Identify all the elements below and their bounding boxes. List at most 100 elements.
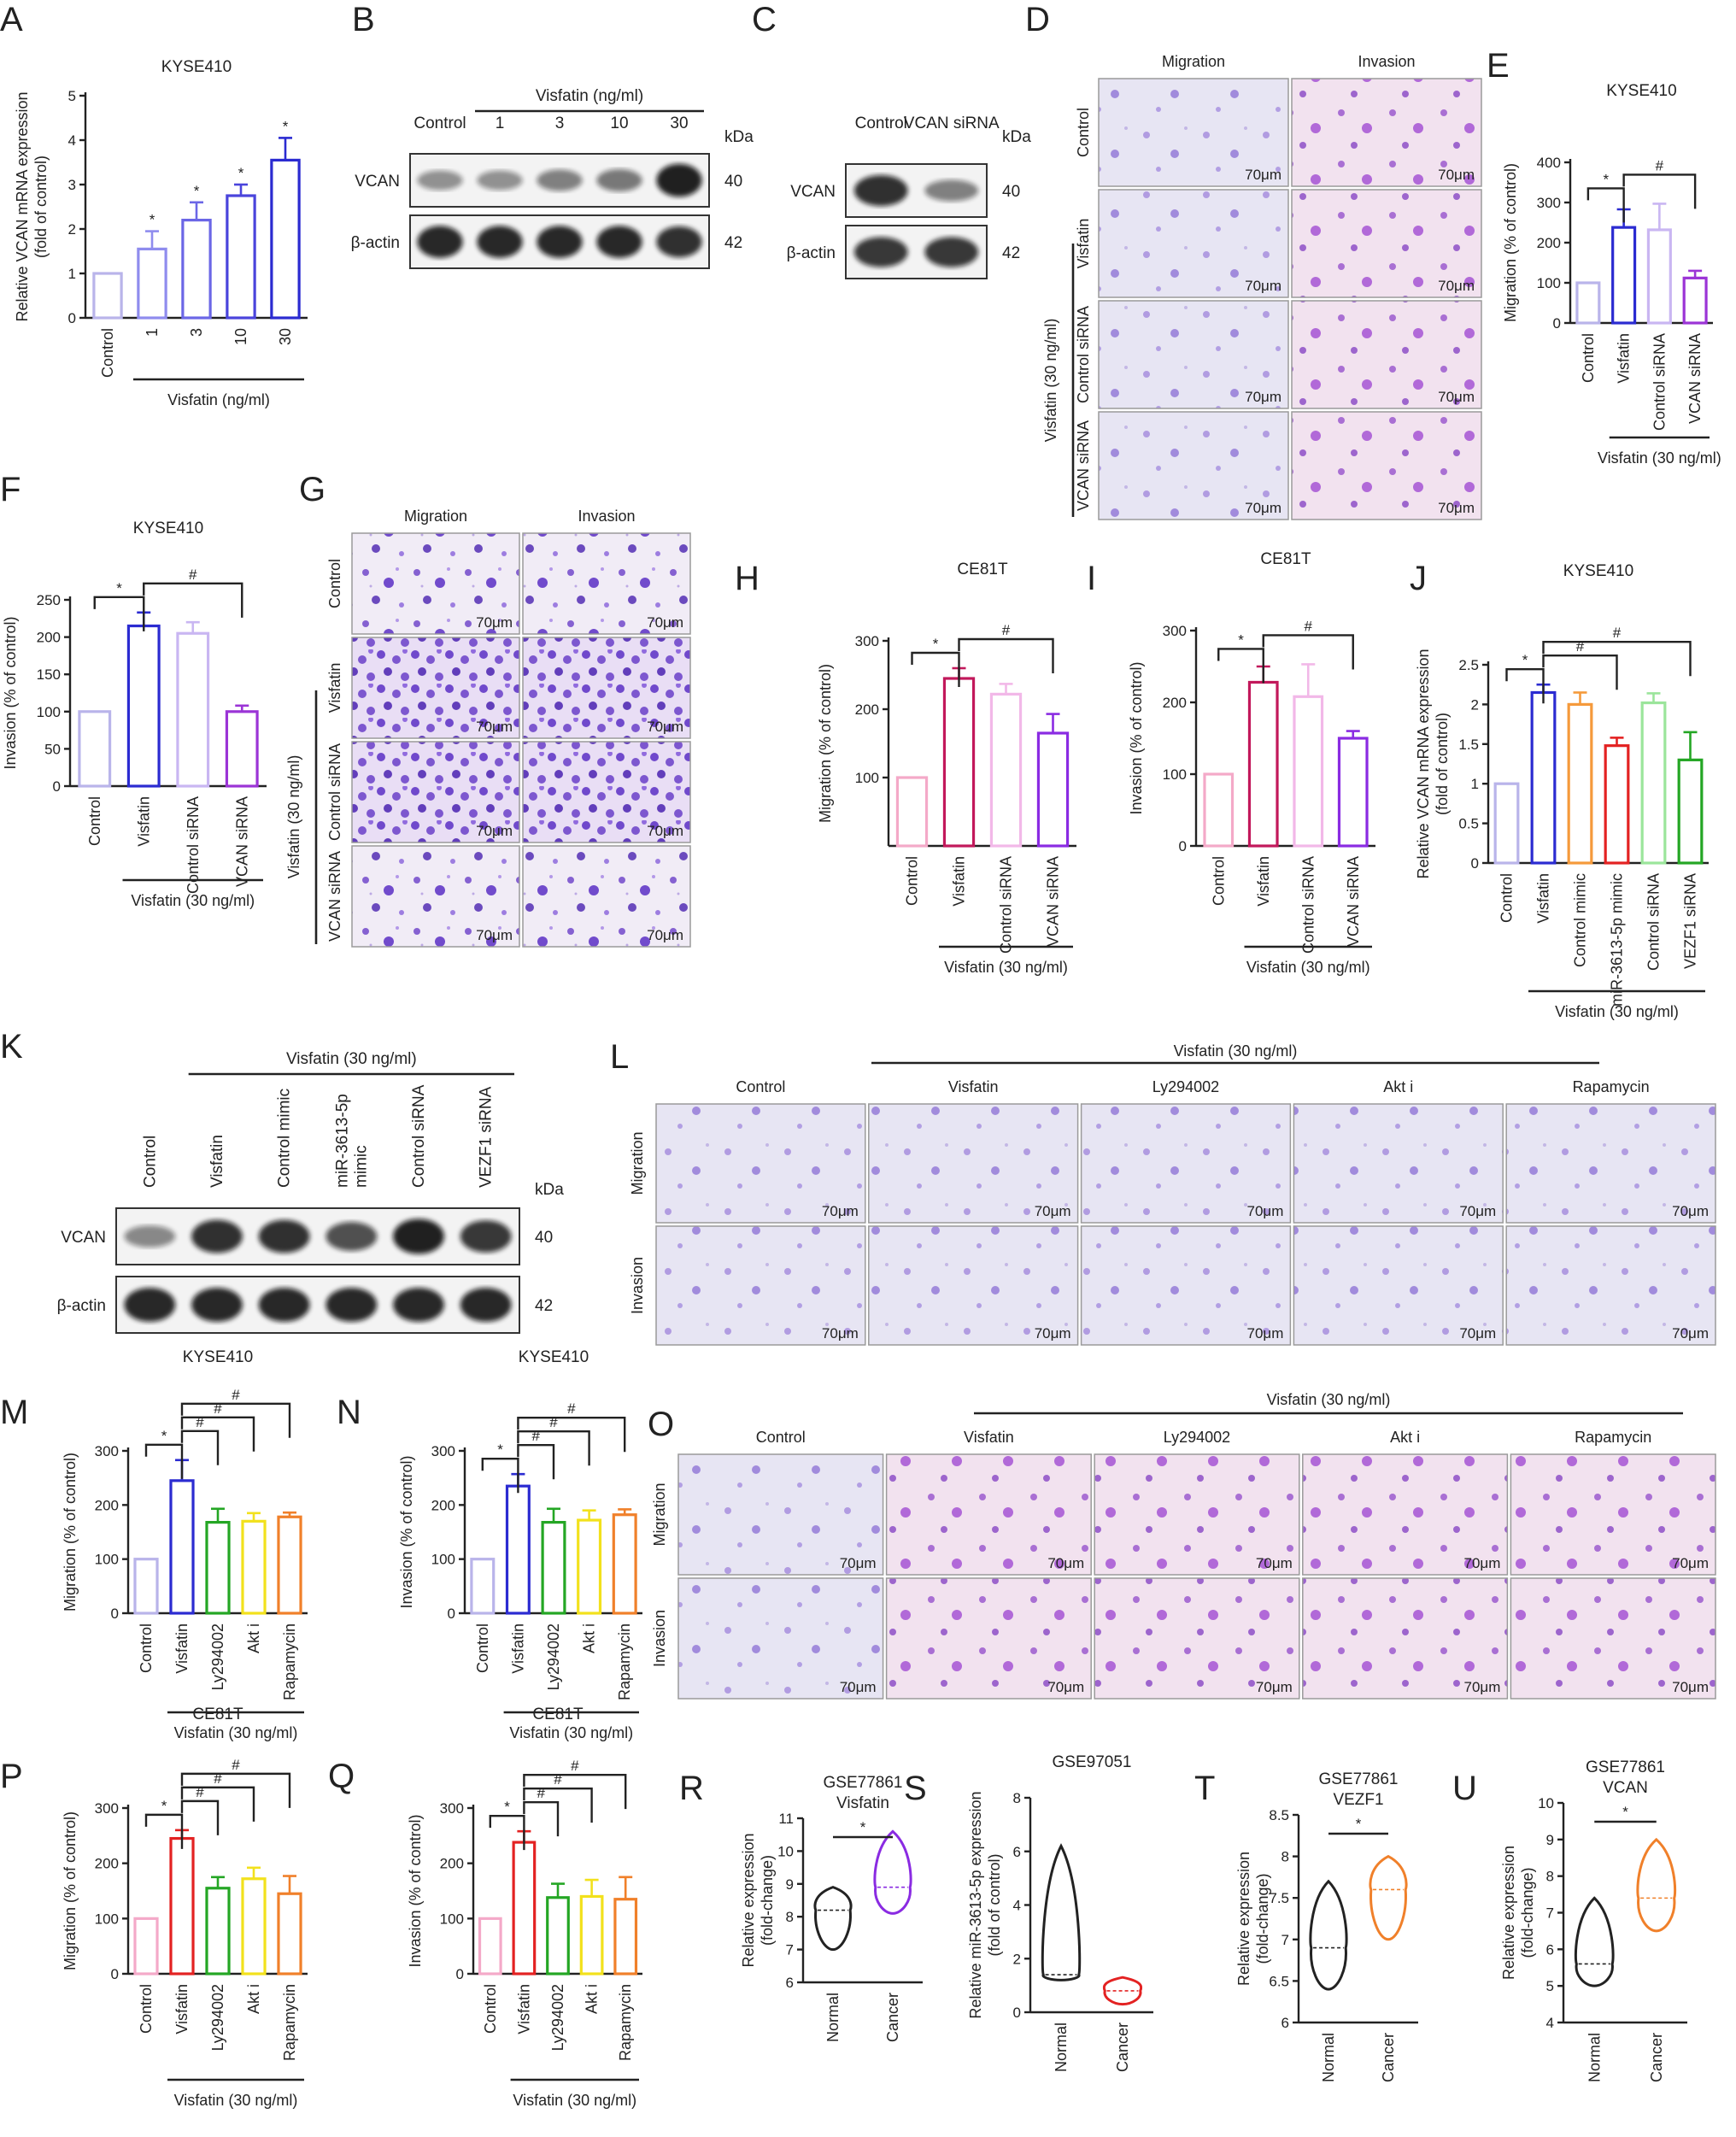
column-label: Invasion [578, 508, 635, 525]
lane-label: Visfatin [208, 1135, 226, 1188]
x-tick-label: Normal [824, 1993, 842, 2042]
x-tick-label: Rapamycin [616, 1623, 633, 1700]
blot-band [924, 237, 979, 267]
kda-value: 40 [535, 1229, 553, 1247]
x-tick-label: Normal [1586, 2033, 1603, 2082]
significance-mark: * [933, 636, 939, 652]
scale-bar-label: 70μm [1245, 500, 1281, 516]
chart-title: KYSE410 [1563, 562, 1633, 580]
blot-membrane [115, 1207, 520, 1265]
bar-vcan-sirna [1036, 731, 1070, 848]
y-tick-label: 0 [53, 778, 61, 795]
lane-label: mimic [352, 1145, 370, 1188]
y-tick-label: 7.5 [1269, 1890, 1289, 1906]
scale-bar-label: 70μm [1438, 167, 1475, 183]
significance-bracket [180, 1772, 291, 1808]
scale-bar-label: 70μm [1438, 389, 1475, 405]
bar-visfatin [1247, 680, 1279, 848]
micrograph [1098, 300, 1289, 409]
violin-cancer [1369, 1854, 1408, 1941]
group-label: Visfatin (30 ng/ml) [1042, 319, 1059, 443]
y-tick-label: 400 [1537, 155, 1561, 171]
significance-mark: # [214, 1770, 222, 1787]
x-tick-label: Normal [1053, 2023, 1070, 2072]
bar-control [133, 1558, 159, 1615]
bar-1 [137, 247, 167, 320]
bar-akt-i [241, 1877, 267, 1976]
x-tick-label: VCAN siRNA [1045, 856, 1062, 947]
lane-label: 30 [670, 114, 688, 132]
x-tick-label: Visfatin [1535, 873, 1552, 924]
y-tick-label: 5 [68, 88, 76, 104]
bar-control-sirna [989, 692, 1023, 848]
lane-label: 10 [610, 114, 628, 132]
y-tick-label: 0 [111, 1606, 119, 1622]
significance-bracket [180, 1799, 220, 1835]
x-tick-label: Control [138, 1984, 155, 2034]
scale-bar-label: 70μm [1047, 1555, 1084, 1571]
scale-bar-label: 70μm [1256, 1555, 1293, 1571]
bar-rapamycin [277, 1892, 302, 1976]
blot-band [326, 1222, 378, 1251]
row-label-vcan: VCAN [790, 183, 836, 201]
micrograph [1510, 1453, 1716, 1576]
bar-10 [226, 194, 256, 320]
violin-normal [1309, 1879, 1348, 1991]
lane-label: Control siRNA [410, 1084, 428, 1188]
blot-band [853, 174, 908, 207]
micrograph [351, 741, 520, 843]
panel-label-L: L [610, 1038, 629, 1076]
chart-title: GSE77861 [824, 1774, 903, 1792]
significance-mark: * [161, 1428, 167, 1444]
scale-bar-label: 70μm [1464, 1679, 1501, 1695]
y-tick-label: 7 [1281, 1932, 1289, 1948]
bar-control [1203, 772, 1235, 848]
group-label: Visfatin (ng/ml) [167, 391, 270, 408]
y-tick-label: 200 [37, 630, 61, 646]
row-label: Control [326, 559, 343, 608]
kda-label: kDa [724, 128, 754, 146]
chart-title: KYSE410 [133, 520, 203, 537]
x-tick-label: Visfatin [515, 1984, 532, 2034]
y-tick-label: 2 [1013, 1951, 1021, 1967]
x-tick-label: Ly294002 [209, 1623, 226, 1690]
y-tick-label: 100 [1537, 275, 1561, 291]
blot-band [417, 170, 463, 191]
significance-bracket [517, 1444, 555, 1480]
lane-label: VEZF1 siRNA [478, 1086, 496, 1188]
group-label: Visfatin (30 ng/ml) [513, 2092, 636, 2109]
bar-visfatin [126, 624, 161, 788]
y-axis-label: Invasion (% of control) [1128, 661, 1145, 814]
significance-mark: # [196, 1414, 204, 1430]
scale-bar-label: 70μm [1245, 389, 1281, 405]
chart-title: CE81T [957, 561, 1008, 578]
scale-bar-label: 70μm [1438, 500, 1475, 516]
bar-rapamycin [612, 1513, 637, 1615]
violin-cancer [1102, 1976, 1143, 2006]
x-tick-label: 10 [232, 328, 249, 345]
blot-band [191, 1219, 243, 1253]
panel-label-J: J [1410, 560, 1427, 597]
micrograph [1510, 1577, 1716, 1700]
y-axis-label: Migration (% of control) [1502, 163, 1519, 322]
chart-title: KYSE410 [161, 58, 232, 76]
y-tick-label: 0 [68, 310, 76, 326]
blot-band [656, 226, 702, 258]
panel-label-O: O [648, 1406, 674, 1443]
x-tick-label: Control [138, 1623, 155, 1673]
y-axis-label: Relative expression [1235, 1852, 1252, 1986]
group-label: Visfatin (30 ng/ml) [1246, 959, 1370, 976]
scale-bar-label: 70μm [647, 614, 683, 631]
blot-band [417, 226, 463, 258]
significance-mark: # [232, 1387, 240, 1403]
micrograph [522, 845, 691, 948]
chart-title: KYSE410 [183, 1348, 253, 1366]
significance-mark: # [1613, 625, 1622, 641]
scale-bar-label: 70μm [476, 614, 513, 631]
x-tick-label: Visfatin [135, 796, 152, 847]
significance-mark: * [238, 165, 244, 181]
x-tick-label: Visfatin [509, 1623, 526, 1674]
bar-control [78, 710, 112, 788]
row-label: Visfatin [1075, 219, 1092, 269]
y-tick-label: 6 [786, 1975, 794, 1991]
